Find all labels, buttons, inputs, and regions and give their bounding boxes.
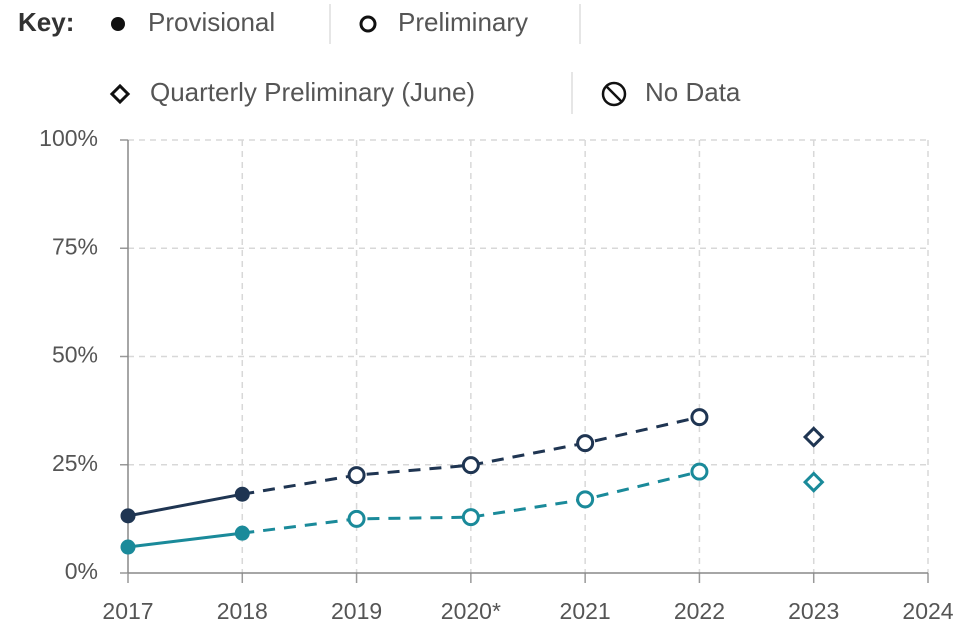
x-tick-label: 2020* — [441, 598, 501, 624]
legend: Key: — [18, 4, 581, 114]
marker — [802, 471, 825, 493]
marker — [111, 17, 125, 31]
series-line — [127, 531, 243, 549]
y-tick-label: 0% — [65, 558, 98, 584]
x-tick-label: 2024 — [902, 598, 953, 624]
legend-label: Provisional — [148, 7, 275, 37]
marker — [234, 486, 250, 502]
marker — [120, 539, 136, 555]
marker — [690, 462, 709, 481]
marker — [109, 83, 131, 105]
x-tick-label: 2022 — [674, 598, 725, 624]
key-title: Key: — [18, 7, 74, 37]
marker — [576, 434, 595, 453]
legend-label: Quarterly Preliminary (June) — [150, 77, 475, 107]
marker — [234, 525, 250, 541]
x-tick-label: 2021 — [560, 598, 611, 624]
icon-circle — [601, 81, 627, 107]
marker — [802, 426, 825, 448]
x-tick-label: 2017 — [102, 598, 153, 624]
y-tick-label: 50% — [52, 342, 98, 368]
y-tick-label: 100% — [39, 125, 98, 151]
legend-label: No Data — [645, 77, 741, 107]
x-tick-label: 2019 — [331, 598, 382, 624]
x-tick-label: 2018 — [217, 598, 268, 624]
icon-slash — [605, 85, 623, 103]
marker — [347, 466, 366, 485]
series-line — [242, 470, 700, 535]
marker — [576, 490, 595, 509]
series-line — [242, 415, 700, 496]
marker — [120, 508, 136, 524]
marker — [690, 408, 709, 427]
marker — [347, 509, 366, 528]
marker — [461, 456, 480, 475]
no-data-icon — [601, 81, 627, 107]
series-line — [127, 492, 243, 518]
y-tick-label: 25% — [52, 450, 98, 476]
x-tick-label: 2023 — [788, 598, 839, 624]
marker — [359, 15, 377, 33]
legend-label: Preliminary — [398, 7, 528, 37]
y-tick-label: 75% — [52, 233, 98, 259]
marker — [461, 508, 480, 527]
